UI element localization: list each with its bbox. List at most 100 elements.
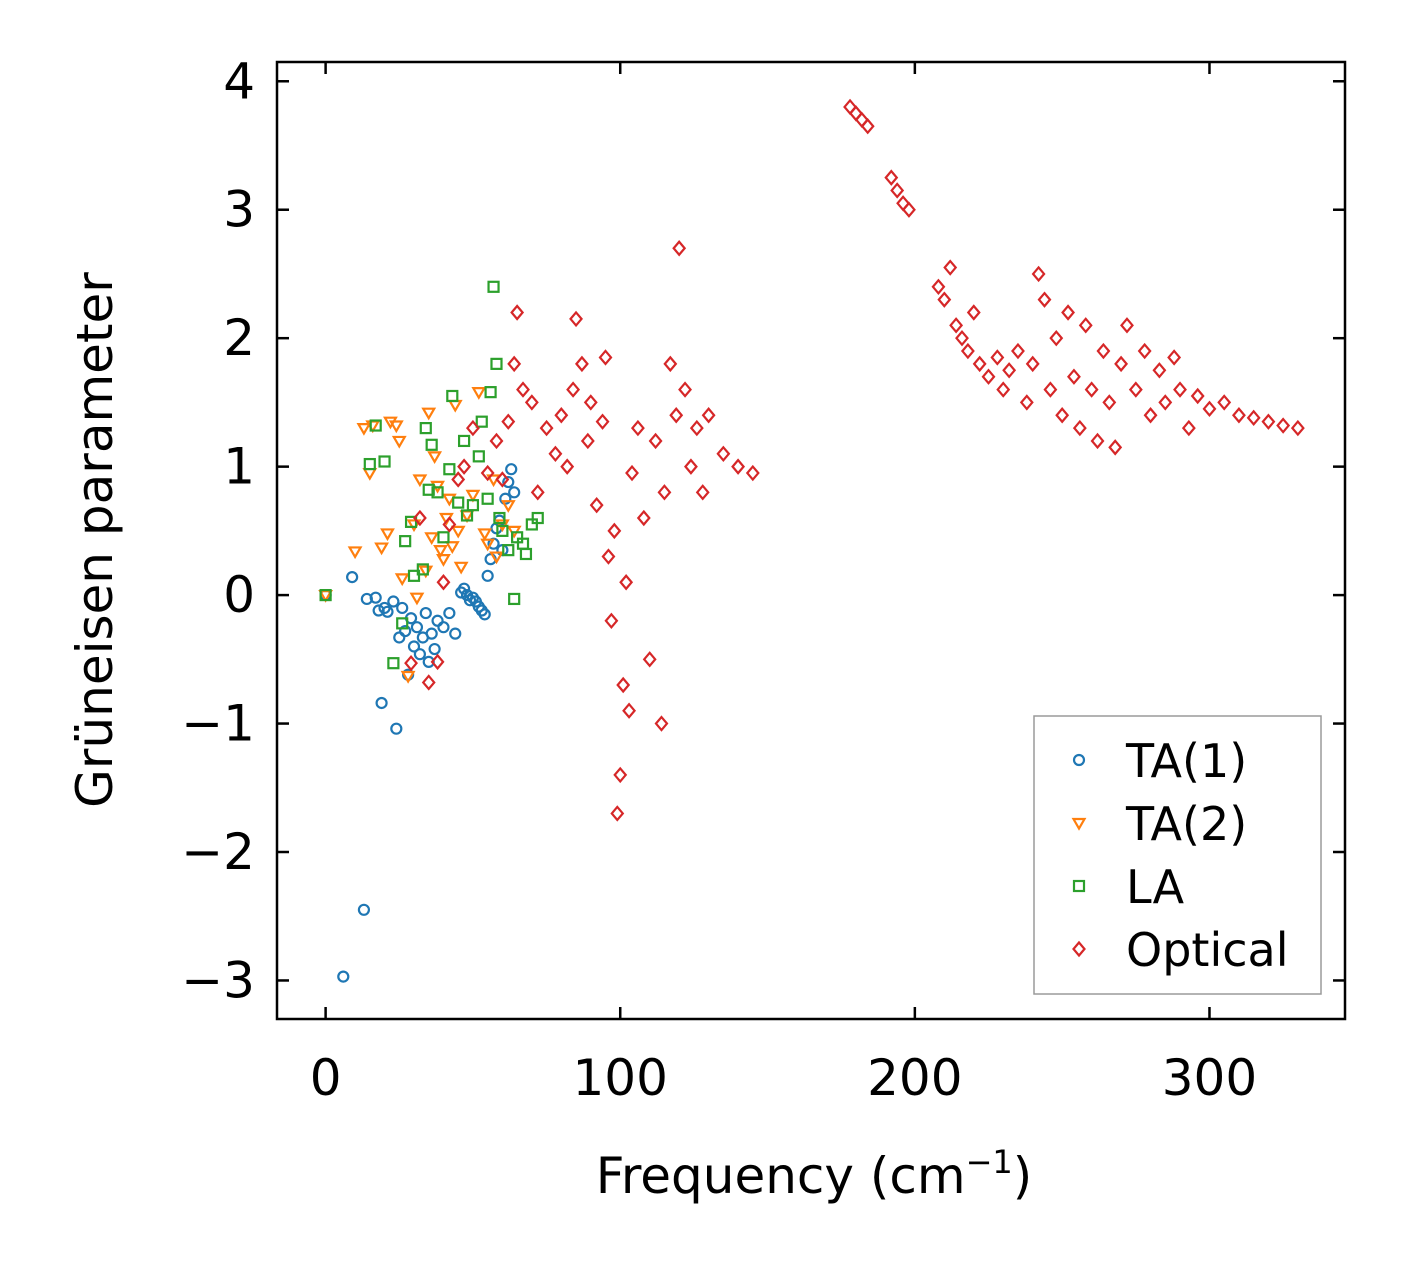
- data-point: [1128, 381, 1143, 398]
- data-point: [493, 511, 506, 525]
- y-axis-label: Grüneisen parameter: [66, 272, 124, 808]
- y-tick-label: −2: [181, 823, 255, 881]
- data-point: [319, 588, 332, 602]
- data-point: [510, 304, 525, 321]
- data-point: [990, 349, 1005, 366]
- data-point: [404, 515, 418, 528]
- data-point: [381, 605, 394, 618]
- data-point: [630, 419, 645, 437]
- legend-label: TA(1): [1125, 734, 1247, 788]
- legend-label: TA(2): [1125, 797, 1247, 851]
- data-point: [487, 280, 500, 293]
- data-point: [672, 240, 687, 257]
- data-point: [1202, 400, 1217, 418]
- data-point: [1137, 342, 1152, 360]
- legend-label: LA: [1126, 860, 1185, 914]
- data-point: [457, 582, 471, 595]
- data-point: [490, 357, 503, 370]
- data-point: [890, 182, 905, 199]
- data-point: [1084, 381, 1099, 398]
- data-point: [472, 450, 485, 463]
- data-point: [380, 528, 395, 542]
- data-point: [466, 499, 480, 512]
- data-point: [477, 528, 493, 542]
- data-point: [548, 445, 563, 462]
- data-point: [480, 464, 495, 482]
- data-point: [996, 381, 1011, 398]
- legend-marker: [1072, 879, 1086, 893]
- data-point: [531, 511, 544, 525]
- data-point: [598, 349, 613, 366]
- data-point: [502, 544, 515, 557]
- data-point: [450, 525, 466, 539]
- data-point: [1002, 362, 1017, 379]
- data-point: [447, 399, 463, 413]
- data-point: [412, 474, 428, 488]
- data-point: [500, 500, 516, 513]
- data-point: [519, 547, 533, 561]
- data-point: [1096, 342, 1111, 360]
- data-point: [1173, 381, 1187, 398]
- data-point: [569, 310, 583, 328]
- data-point: [357, 903, 371, 916]
- x-axis-label: Frequency (cm−1): [596, 1143, 1033, 1205]
- legend-item: TA(2): [1071, 797, 1247, 851]
- data-point: [484, 386, 497, 399]
- data-point: [421, 407, 437, 421]
- data-point: [574, 355, 589, 373]
- data-point: [463, 594, 477, 607]
- data-point: [394, 573, 410, 587]
- data-point: [436, 574, 451, 591]
- data-point: [481, 569, 494, 582]
- data-point: [443, 606, 456, 620]
- data-point: [566, 381, 581, 398]
- data-point: [896, 195, 911, 212]
- data-point: [689, 419, 704, 437]
- data-point: [507, 355, 522, 373]
- data-point: [1190, 387, 1205, 405]
- data-point: [539, 419, 554, 437]
- data-point: [425, 438, 438, 451]
- data-point: [465, 489, 481, 503]
- data-point: [1078, 317, 1093, 334]
- data-point: [413, 648, 426, 661]
- data-point: [1037, 291, 1052, 308]
- data-point: [1090, 432, 1105, 450]
- legend: TA(1) TA(2) LA Optical: [1033, 715, 1322, 995]
- data-point: [622, 702, 637, 719]
- legend-item: TA(1): [1072, 734, 1247, 788]
- data-point: [508, 592, 521, 606]
- data-point: [1167, 349, 1182, 366]
- data-point: [607, 522, 622, 540]
- data-point: [378, 455, 391, 468]
- data-point: [457, 434, 471, 448]
- data-point: [501, 413, 516, 430]
- data-point: [583, 394, 598, 411]
- data-point: [433, 545, 448, 558]
- data-point: [1049, 329, 1064, 347]
- data-point: [516, 381, 530, 398]
- data-point: [636, 509, 651, 527]
- legend-label: Optical: [1126, 923, 1288, 977]
- series-ta-1: [319, 463, 521, 983]
- data-point: [860, 118, 875, 135]
- data-point: [396, 617, 409, 630]
- data-point: [1143, 407, 1158, 424]
- data-point: [943, 259, 958, 276]
- data-point: [508, 486, 521, 499]
- series-la: [319, 280, 544, 670]
- data-point: [457, 458, 472, 475]
- data-point: [388, 420, 404, 434]
- data-point: [1031, 265, 1046, 283]
- data-point: [669, 407, 684, 424]
- data-point: [1181, 419, 1196, 437]
- data-point: [1055, 407, 1070, 424]
- data-point: [369, 591, 382, 604]
- data-point: [1158, 394, 1173, 411]
- data-point: [619, 574, 634, 591]
- data-point: [1072, 419, 1087, 437]
- data-point: [902, 201, 916, 218]
- data-point: [625, 464, 639, 482]
- data-point: [648, 432, 663, 450]
- data-point: [452, 496, 465, 509]
